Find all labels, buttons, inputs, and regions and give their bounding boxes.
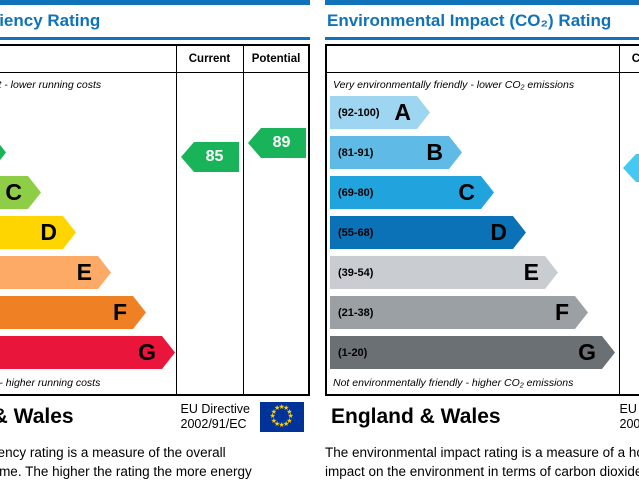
energy-caption-top: Very energy efficient - lower running co…	[0, 79, 102, 91]
eu-directive-line2: 2002/91/EC	[619, 417, 639, 431]
co2-band-c: (69-80) C	[330, 176, 494, 209]
co2-panel-title: Environmental Impact (CO₂) Rating	[327, 11, 612, 30]
potential-rating-arrow: 89	[248, 128, 306, 158]
co2-current-rating-arrow	[623, 154, 639, 182]
eu-star-icon: ★	[278, 422, 285, 429]
eu-star-icon: ★	[287, 413, 294, 420]
energy-chart-box: Current Potential Very energy efficient …	[0, 44, 310, 396]
current-rating-value: 85	[205, 148, 224, 165]
eu-star-icon: ★	[283, 405, 290, 413]
band-letter: G	[138, 339, 156, 365]
eu-star-icon: ★	[270, 408, 277, 416]
co2-caption-top: Very environmentally friendly - lower CO…	[333, 79, 575, 91]
co2-band-e: (39-54) E	[330, 256, 558, 289]
current-column-header: Current	[188, 53, 231, 65]
description-line: efficiency of a home. The higher the rat…	[0, 464, 252, 479]
column-divider	[619, 46, 620, 394]
region-label: England & Wales	[331, 405, 501, 428]
description-line: The energy efficiency rating is a measur…	[0, 445, 226, 460]
current-rating-arrow: 85	[181, 142, 239, 172]
band-range: (39-54)	[338, 266, 374, 279]
energy-band-d: (55-68) D	[0, 216, 76, 249]
eu-directive-label: EU Directive 2002/91/EC	[620, 402, 639, 432]
eu-star-icon: ★	[286, 417, 293, 425]
eu-directive-line2: 2002/91/EC	[180, 417, 247, 431]
band-letter: E	[76, 259, 92, 285]
band-range: (92-100)	[338, 106, 380, 119]
co2-band-f: (21-38) F	[330, 296, 588, 329]
energy-footer: England & Wales EU Directive 2002/91/EC …	[0, 401, 310, 433]
column-divider	[176, 46, 177, 394]
column-divider	[243, 46, 244, 394]
energy-panel-title: Energy Efficiency Rating	[0, 11, 101, 30]
energy-band-g: (1-20) G	[0, 336, 175, 369]
co2-band-a: (92-100) A	[330, 96, 430, 129]
potential-rating-value: 89	[272, 134, 291, 151]
energy-header-row	[0, 46, 308, 73]
eu-star-icon: ★	[283, 420, 290, 428]
co2-chart-box: Current Potential Very environmentally f…	[325, 44, 639, 396]
eu-star-icon: ★	[274, 405, 281, 413]
band-letter: D	[40, 219, 57, 245]
band-letter: C	[5, 179, 22, 205]
eu-star-icon: ★	[286, 408, 293, 416]
band-letter: A	[394, 99, 411, 125]
energy-efficiency-panel: Energy Efficiency Rating Current Potenti…	[0, 0, 310, 480]
band-range: (69-80)	[338, 186, 374, 199]
region-label: England & Wales	[0, 405, 74, 428]
co2-caption-bottom: Not environmentally friendly - higher CO…	[333, 377, 574, 389]
co2-band-b: (81-91) B	[330, 136, 462, 169]
eu-star-icon: ★	[270, 417, 277, 425]
band-letter: F	[554, 299, 569, 325]
potential-column-header: Potential	[251, 53, 301, 65]
band-range: (81-91)	[338, 146, 374, 159]
eu-directive-line1: EU Directive	[180, 402, 250, 416]
environmental-impact-panel: Environmental Impact (CO₂) Rating Curren…	[325, 0, 639, 480]
co2-description: The environmental impact rating is a mea…	[325, 443, 639, 480]
energy-band-e: (39-54) E	[0, 256, 111, 289]
eu-star-icon: ★	[269, 413, 276, 420]
energy-description: The energy efficiency rating is a measur…	[0, 443, 310, 480]
band-letter: B	[426, 139, 443, 165]
description-line: The environmental impact rating is a mea…	[325, 445, 639, 460]
co2-band-d: (55-68) D	[330, 216, 526, 249]
band-range: (55-68)	[338, 226, 374, 239]
band-letter: F	[112, 299, 127, 325]
band-letter: E	[523, 259, 539, 285]
band-letter: D	[490, 219, 507, 245]
energy-band-f: (21-38) F	[0, 296, 146, 329]
co2-header-row	[327, 46, 639, 73]
band-letter: G	[578, 339, 596, 365]
eu-star-icon: ★	[274, 420, 281, 428]
energy-caption-bottom: Not energy efficient - higher running co…	[0, 377, 101, 389]
co2-footer: England & Wales EU Directive 2002/91/EC …	[325, 401, 639, 433]
co2-title-block: Environmental Impact (CO₂) Rating	[325, 0, 639, 40]
energy-band-c: (69-80) C	[0, 176, 41, 209]
band-letter: C	[458, 179, 475, 205]
eu-directive-line1: EU Directive	[619, 402, 639, 416]
current-column-header: Current	[631, 53, 639, 65]
co2-band-g: (1-20) G	[330, 336, 615, 369]
energy-title-block: Energy Efficiency Rating	[0, 0, 310, 40]
eu-flag: ★ ★ ★ ★ ★ ★ ★ ★ ★ ★ ★ ★	[260, 402, 304, 432]
energy-band-b: (81-91) B	[0, 136, 6, 169]
eu-star-icon: ★	[278, 404, 285, 411]
band-range: (21-38)	[338, 306, 374, 319]
band-range: (1-20)	[338, 346, 368, 359]
description-line: impact on the environment in terms of ca…	[325, 464, 639, 479]
eu-directive-label: EU Directive 2002/91/EC	[181, 402, 250, 432]
